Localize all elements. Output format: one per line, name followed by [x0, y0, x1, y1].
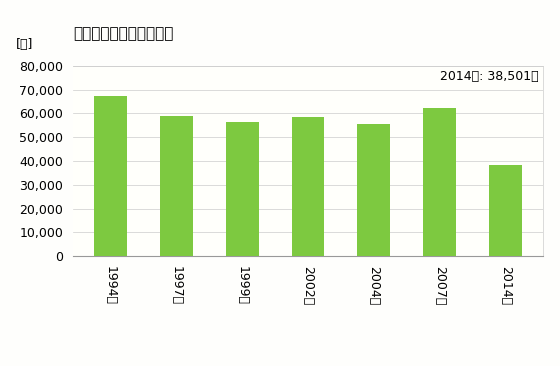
Bar	[489, 165, 522, 256]
Text: [㎡]: [㎡]	[16, 38, 34, 51]
Bar	[160, 116, 193, 256]
Bar	[357, 124, 390, 256]
Text: 2014年: 38,501㎡: 2014年: 38,501㎡	[440, 70, 539, 83]
Bar	[94, 96, 127, 256]
Bar	[226, 122, 259, 256]
Text: 小売業の売場面積の推移: 小売業の売場面積の推移	[73, 26, 173, 41]
Bar	[423, 108, 456, 256]
Bar	[292, 117, 324, 256]
